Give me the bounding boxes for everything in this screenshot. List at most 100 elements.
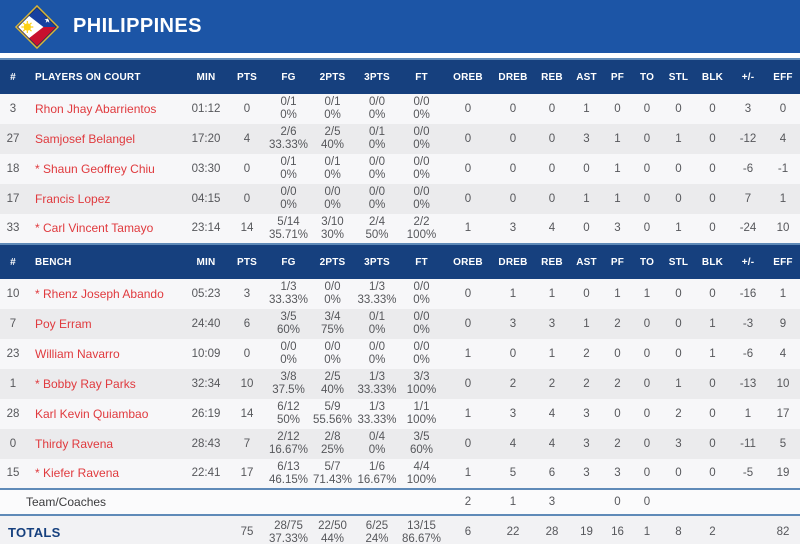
ft-cell: 0/0 0%: [413, 281, 430, 306]
ast-cell: 2: [583, 347, 590, 360]
player-name-link[interactable]: * Shaun Geoffrey Chiu: [35, 161, 155, 176]
ft-cell: 3/5 60%: [409, 431, 434, 456]
pts-cell: 0: [243, 162, 251, 175]
player-row: 3 Rhon Jhay Abarrientos 01:12 0 0/1 0% 0/…: [0, 94, 800, 124]
pts-cell: 3: [243, 287, 251, 300]
stl-cell: 1: [675, 132, 682, 145]
blk-cell: 0: [709, 437, 716, 450]
col-plusminus: +/-: [730, 58, 766, 94]
empty-cell: [227, 489, 267, 515]
stl-cell: 0: [675, 162, 682, 175]
eff-cell: 10: [776, 222, 790, 234]
oreb-cell: 0: [464, 192, 472, 205]
oreb-cell: 0: [464, 287, 472, 300]
on-court-header-row: # PLAYERS ON COURT MIN PTS FG 2PTS 3PTS …: [0, 58, 800, 94]
plusminus-cell: 3: [744, 102, 752, 115]
totals-3pts-cell: 6/25 24%: [365, 519, 389, 544]
col-oreb: OREB: [444, 243, 492, 279]
pf-cell: 1: [614, 162, 621, 175]
col-ast: AST: [570, 58, 603, 94]
min-cell: 17:20: [191, 132, 221, 145]
col-eff: EFF: [766, 243, 800, 279]
stl-cell: 0: [675, 347, 682, 360]
summary-section: Team/Coaches 2 1 3 0 0 TOTALS: [0, 489, 800, 544]
player-name-link[interactable]: * Kiefer Ravena: [35, 466, 120, 480]
player-row: 23 William Navarro 10:09 0 0/0 0% 0/0 0% 0…: [0, 339, 800, 369]
3pts-cell: 2/4 50%: [365, 215, 389, 241]
player-name-link[interactable]: Poy Erram: [35, 316, 92, 331]
pf-cell: 1: [614, 132, 621, 145]
ft-cell: 0/0 0%: [413, 126, 430, 151]
player-name-link[interactable]: Rhon Jhay Abarrientos: [35, 101, 157, 116]
player-name-link[interactable]: Karl Kevin Quiambao: [35, 406, 149, 421]
stl-cell: 1: [675, 222, 682, 234]
oreb-cell: 0: [464, 162, 472, 175]
col-stl: STL: [662, 243, 695, 279]
pf-cell: 2: [614, 437, 621, 450]
min-cell: 10:09: [191, 347, 221, 360]
jersey-number: 7: [9, 317, 17, 330]
eff-cell: 4: [779, 132, 787, 145]
ft-cell: 1/1 100%: [406, 401, 437, 426]
jersey-number: 0: [9, 437, 17, 450]
player-name-link[interactable]: Samjosef Belangel: [35, 131, 136, 146]
col-3pts: 3PTS: [355, 243, 399, 279]
totals-fg-cell: 28/75 37.33%: [268, 519, 308, 544]
blk-cell: 1: [709, 317, 716, 330]
totals-pts-cell: 75: [240, 526, 254, 538]
team-coaches-row: Team/Coaches 2 1 3 0 0: [0, 489, 800, 515]
ft-cell: 2/2 100%: [406, 215, 437, 241]
col-plusminus: +/-: [730, 243, 766, 279]
pts-cell: 4: [243, 132, 251, 145]
col-fg: FG: [267, 58, 310, 94]
blk-cell: 0: [709, 192, 716, 205]
eff-cell: -1: [777, 162, 789, 175]
totals-pf-cell: 16: [611, 526, 624, 538]
jersey-number: 23: [6, 347, 20, 360]
ast-cell: 2: [583, 377, 590, 390]
ast-cell: 1: [583, 102, 590, 115]
jersey-number: 33: [6, 222, 20, 234]
player-row: 27 Samjosef Belangel 17:20 4 2/6 33.33% 2…: [0, 124, 800, 154]
player-name-link[interactable]: Thirdy Ravena: [35, 436, 114, 451]
totals-eff-cell: 82: [776, 526, 790, 538]
player-name-link[interactable]: * Rhenz Joseph Abando: [35, 286, 164, 301]
pts-cell: 6: [243, 317, 251, 330]
to-cell: 0: [643, 102, 651, 115]
3pts-cell: 0/0 0%: [368, 96, 386, 121]
fg-cell: 2/6 33.33%: [268, 126, 308, 151]
3pts-cell: 1/6 16.67%: [357, 460, 397, 486]
2pts-cell: 5/7 71.43%: [312, 460, 352, 486]
player-row: 0 Thirdy Ravena 28:43 7 2/12 16.67% 2/8 25…: [0, 429, 800, 459]
player-name-link[interactable]: * Carl Vincent Tamayo: [35, 221, 154, 235]
plusminus-cell: -5: [742, 467, 754, 479]
pf-cell: 0: [614, 407, 621, 420]
player-name-link[interactable]: Francis Lopez: [35, 191, 111, 206]
player-name-link[interactable]: William Navarro: [35, 346, 120, 361]
player-name-link[interactable]: * Bobby Ray Parks: [35, 376, 136, 391]
dreb-cell: 0: [509, 192, 517, 205]
col-bench: BENCH: [26, 243, 185, 279]
oreb-cell: 1: [464, 407, 472, 420]
blk-cell: 0: [709, 407, 716, 420]
col-dreb: DREB: [492, 243, 534, 279]
col-pf: PF: [603, 58, 632, 94]
empty-cell: [310, 489, 355, 515]
reb-cell: 1: [548, 347, 556, 360]
dreb-cell: 1: [509, 287, 517, 300]
totals-blk-cell: 2: [709, 526, 716, 538]
col-blk: BLK: [695, 58, 730, 94]
totals-stl-cell: 8: [675, 526, 682, 538]
ast-cell: 3: [583, 437, 590, 450]
oreb-cell: 1: [464, 222, 472, 234]
player-row: 28 Karl Kevin Quiambao 26:19 14 6/12 50% …: [0, 399, 800, 429]
fg-cell: 0/0 0%: [280, 341, 297, 366]
eff-cell: 1: [779, 287, 787, 300]
team-name: PHILIPPINES: [73, 15, 202, 37]
eff-cell: 0: [779, 102, 787, 115]
team-banner: PHILIPPINES: [0, 0, 800, 53]
to-cell: 0: [643, 192, 651, 205]
totals-2pts-cell: 22/50 44%: [318, 519, 347, 544]
plusminus-cell: -16: [739, 287, 757, 300]
to-cell: 0: [643, 162, 651, 175]
